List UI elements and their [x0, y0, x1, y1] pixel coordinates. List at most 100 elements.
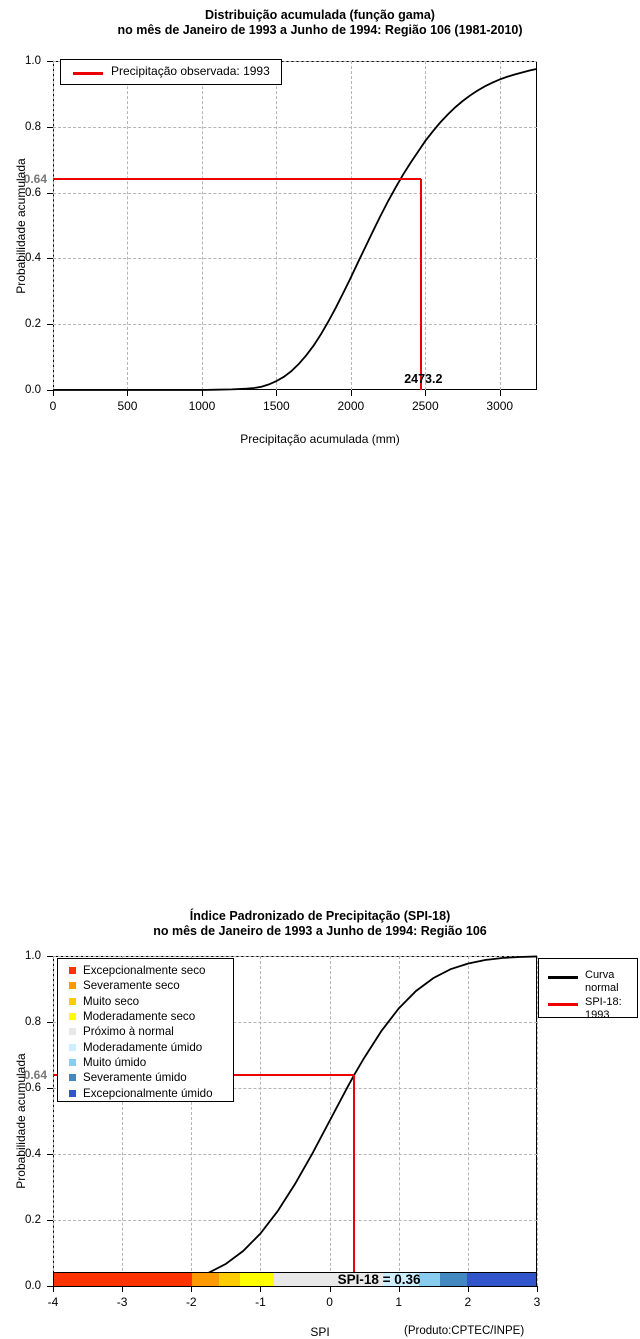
y-tick: [47, 324, 53, 326]
y-tick: [47, 61, 53, 62]
gridline-horizontal: [53, 324, 537, 326]
legend-category-row: Moderadamente úmido: [58, 1039, 233, 1054]
colorbar-segment: [191, 1273, 220, 1286]
x-tick: [350, 390, 352, 396]
legend-category-row: Muito seco: [58, 994, 233, 1009]
gridline-horizontal: [53, 61, 537, 62]
y-tick-label: 0.2: [25, 318, 41, 331]
product-credit: (Produto:CPTEC/INPE): [404, 1325, 525, 1337]
x-tick-label: -2: [185, 1295, 197, 1309]
panel1-title-line2: no mês de Janeiro de 1993 a Junho de 199…: [117, 23, 523, 37]
legend-category-row: Severamente seco: [58, 978, 233, 993]
colorbar-segment: [467, 1273, 536, 1286]
legend-category-label: Severamente úmido: [83, 1071, 187, 1085]
gridline-vertical: [350, 61, 352, 390]
legend-category-label: Próximo à normal: [83, 1025, 174, 1039]
y-tick-label: 0.2: [25, 1214, 41, 1226]
y-tick-label: 0.0: [25, 1280, 41, 1292]
y-tick: [47, 192, 53, 194]
gridline-vertical: [499, 61, 501, 390]
panel1-probability-annotation: 0.64: [23, 172, 47, 187]
x-tick: [276, 390, 278, 396]
panel1-y-axis-title: Probabilidade acumulada: [14, 157, 28, 294]
gridline-vertical: [201, 61, 203, 390]
x-tick-label: 0: [49, 399, 57, 413]
gridline-horizontal: [53, 126, 537, 128]
legend-color-swatch: [69, 1013, 76, 1021]
x-tick-label: 2: [464, 1295, 472, 1309]
panel2-title: Índice Padronizado de Precipitação (SPI-…: [0, 909, 640, 939]
spi-value-label: SPI-18 = 0.36: [337, 1272, 421, 1287]
y-tick-label: 0.8: [25, 120, 41, 133]
value-guide-line: [420, 179, 423, 390]
legend-color-swatch: [69, 982, 76, 990]
spi-category-legend: Excepcionalmente seco Severamente seco Mui…: [57, 958, 234, 1102]
panel2-x-axis-title: SPI: [310, 1325, 330, 1339]
legend-color-swatch: [69, 1043, 76, 1051]
legend-red-line-icon-2: [548, 1003, 578, 1006]
gridline-horizontal: [53, 258, 537, 260]
legend-category-label: Severamente seco: [83, 979, 180, 993]
x-tick-label: 1: [395, 1295, 403, 1309]
legend-category-label: Excepcionalmente úmido: [83, 1086, 213, 1100]
legend-color-swatch: [69, 1028, 76, 1036]
gamma-curve: [53, 68, 538, 391]
legend-color-swatch: [69, 967, 76, 975]
legend-black-line-icon: [548, 976, 578, 979]
colorbar-segment: [418, 1273, 440, 1286]
legend-label-observed: Precipitação observada: 1993: [111, 64, 270, 78]
legend-category-row: Próximo à normal: [58, 1024, 233, 1039]
panel2-title-line2: no mês de Janeiro de 1993 a Junho de 199…: [153, 924, 487, 938]
x-tick: [537, 1286, 538, 1292]
panel2-y-axis-title: Probabilidade acumulada: [14, 1053, 28, 1189]
x-tick: [425, 390, 427, 396]
legend-category-row: Muito úmido: [58, 1055, 233, 1070]
y-tick: [47, 258, 53, 260]
spi-category-colorbar: [53, 1272, 537, 1287]
legend-color-swatch: [69, 997, 76, 1005]
panel1-x-axis-title: Precipitação acumulada (mm): [240, 432, 400, 446]
x-tick-label: 1500: [263, 399, 290, 413]
gridline-vertical: [425, 61, 427, 390]
x-tick-label: 2000: [337, 399, 365, 413]
x-tick: [53, 390, 54, 396]
legend-category-row: Excepcionalmente seco: [58, 963, 233, 978]
panel1-legend: Precipitação observada: 1993: [60, 59, 282, 85]
legend-category-row: Moderadamente seco: [58, 1009, 233, 1024]
legend-category-label: Excepcionalmente seco: [83, 964, 206, 978]
legend-color-swatch: [69, 1058, 76, 1066]
gridline-vertical: [127, 61, 129, 390]
panel1-title: Distribuição acumulada (função gama) no …: [0, 8, 640, 38]
y-tick: [47, 390, 53, 391]
panel2-title-line1: Índice Padronizado de Precipitação (SPI-…: [189, 909, 451, 923]
legend-category-label: Muito seco: [83, 994, 140, 1008]
y-tick-label: 1.0: [25, 950, 41, 962]
x-tick-label: 3: [533, 1295, 541, 1309]
x-tick: [499, 390, 501, 396]
y-tick: [47, 126, 53, 128]
legend-category-label: Muito úmido: [83, 1055, 147, 1069]
y-tick-label: 0.8: [25, 1016, 41, 1028]
x-tick-label: -1: [255, 1295, 266, 1309]
spi-panel: Índice Padronizado de Precipitação (SPI-…: [0, 450, 640, 1339]
cdf-curve-path: [53, 68, 538, 391]
gamma-cdf-panel: Distribuição acumulada (função gama) no …: [0, 0, 640, 450]
value-guide-line: [353, 1074, 356, 1286]
legend-color-swatch: [69, 1089, 76, 1097]
y-tick-label: 1.0: [25, 55, 41, 67]
panel1-value-annotation: 2473.2: [404, 372, 443, 386]
legend-color-swatch: [69, 1074, 76, 1082]
x-tick-label: -3: [116, 1295, 128, 1309]
y-tick-label: 0.0: [25, 384, 41, 396]
probability-guide-line: [53, 178, 422, 181]
legend-category-row: Severamente úmido: [58, 1070, 233, 1085]
panel2-curve-legend: Curva normal SPI-18: 1993: [538, 958, 638, 1021]
legend-category-row: Excepcionalmente úmido: [58, 1085, 233, 1100]
x-tick-label: 2500: [411, 399, 439, 413]
legend-red-line-icon: [73, 72, 103, 75]
x-tick: [127, 390, 129, 396]
gridline-horizontal: [53, 192, 537, 194]
colorbar-segment: [54, 1273, 192, 1286]
x-tick-label: 500: [117, 399, 138, 413]
legend-label-curva-normal: Curva normal: [585, 969, 619, 994]
